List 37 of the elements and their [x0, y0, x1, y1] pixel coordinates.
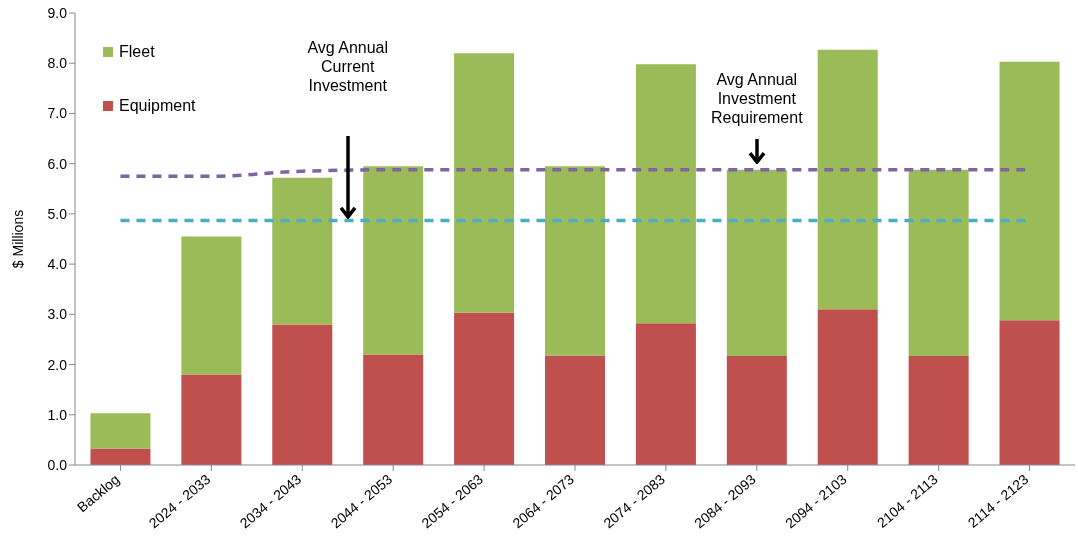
- bar: [454, 53, 515, 313]
- bar: [999, 61, 1060, 321]
- y-tick-label: 4.0: [47, 256, 68, 273]
- y-tick-label: 2.0: [47, 356, 68, 373]
- bar: [181, 374, 242, 465]
- annotation: Avg Annual Current Investment: [306, 38, 390, 95]
- y-tick-label: 7.0: [47, 105, 68, 122]
- bar: [817, 49, 878, 310]
- bar: [908, 169, 969, 357]
- bar: [726, 356, 787, 465]
- y-tick-label: 3.0: [47, 306, 68, 323]
- legend-label: Equipment: [119, 97, 196, 115]
- bar: [817, 309, 878, 465]
- bar: [726, 169, 787, 357]
- bar: [635, 323, 696, 465]
- y-tick-label: 1.0: [47, 406, 68, 423]
- bar: [908, 356, 969, 465]
- y-tick-label: 8.0: [47, 55, 68, 72]
- y-tick-label: 0.0: [47, 456, 68, 473]
- bar: [635, 64, 696, 324]
- annotation: Avg Annual Investment Requirement: [710, 70, 804, 127]
- y-tick-label: 5.0: [47, 205, 68, 222]
- legend-label: Fleet: [119, 43, 155, 61]
- y-axis-title: $ Millions: [9, 209, 26, 269]
- bar: [545, 355, 605, 465]
- bar: [999, 320, 1060, 465]
- bar: [454, 312, 515, 465]
- bar: [181, 236, 242, 375]
- bar: [545, 166, 605, 356]
- y-tick-label: 9.0: [47, 4, 68, 21]
- bar: [363, 354, 424, 465]
- bar: [363, 166, 424, 355]
- bar: [90, 413, 151, 449]
- bar: [90, 448, 151, 465]
- bar: [272, 324, 333, 465]
- y-tick-label: 6.0: [47, 155, 68, 172]
- bar: [272, 177, 333, 325]
